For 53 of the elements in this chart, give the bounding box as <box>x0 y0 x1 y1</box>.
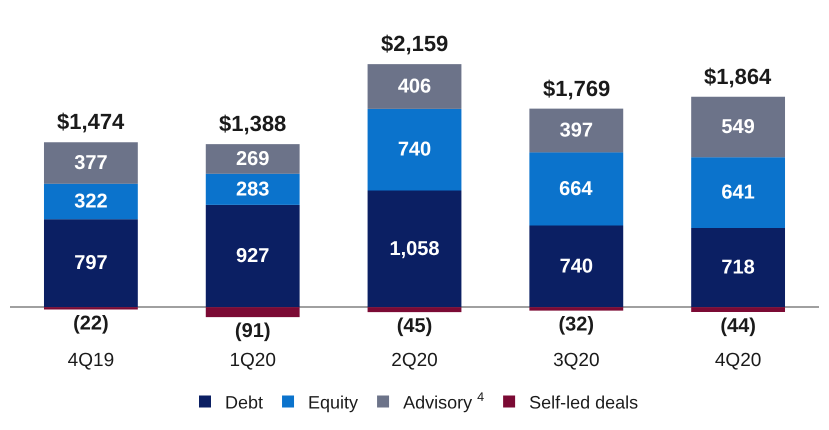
data-label: 927 <box>236 245 270 268</box>
data-label: 269 <box>236 148 270 170</box>
bar <box>529 307 624 311</box>
x-tick-label: 4Q20 <box>714 350 762 371</box>
data-label: 283 <box>236 178 270 200</box>
bar <box>529 226 624 308</box>
legend-label: Self-led deals <box>529 392 638 413</box>
data-label: (22) <box>73 312 109 335</box>
bar <box>691 96 786 158</box>
data-label: 397 <box>560 119 593 142</box>
data-label: 322 <box>74 190 108 213</box>
total-label: $1,864 <box>704 64 772 89</box>
bar <box>691 307 786 312</box>
bar <box>368 108 462 190</box>
bar <box>368 190 462 308</box>
total-label: $2,159 <box>381 31 448 56</box>
data-label: 641 <box>721 182 755 204</box>
x-tick-label: 1Q20 <box>229 350 276 371</box>
bar <box>44 142 138 184</box>
x-tick-label: 4Q19 <box>68 350 114 371</box>
bar <box>44 219 138 308</box>
data-label: 377 <box>74 152 108 174</box>
x-tick-label: 2Q20 <box>391 350 438 371</box>
bar <box>206 307 300 318</box>
data-label: (91) <box>234 320 270 342</box>
legend-label: Equity <box>308 392 358 413</box>
data-label: (32) <box>558 314 594 336</box>
legend-label: Advisory $^{4}$ <box>403 390 484 413</box>
data-label: (44) <box>720 314 756 337</box>
data-label: 549 <box>721 116 755 138</box>
bar <box>368 307 462 312</box>
data-label: 1,058 <box>389 238 440 260</box>
data-label: 740 <box>560 255 593 278</box>
bar <box>529 108 624 152</box>
bar <box>44 184 138 220</box>
bar <box>44 307 138 310</box>
data-label: 740 <box>398 138 432 161</box>
data-label: (45) <box>396 315 432 338</box>
legend-label: Debt <box>225 392 264 413</box>
data-label: 664 <box>559 178 594 200</box>
x-tick-label: 3Q20 <box>553 350 600 371</box>
bar <box>691 228 786 308</box>
total-label: $1,769 <box>543 76 610 101</box>
data-label: 406 <box>398 76 432 98</box>
data-label: 718 <box>721 256 755 279</box>
total-label: $1,388 <box>219 111 286 136</box>
bar <box>206 174 300 205</box>
bar <box>206 204 300 308</box>
data-label: 797 <box>74 252 108 274</box>
bar <box>529 152 624 226</box>
bar <box>368 64 462 109</box>
total-label: $1,474 <box>57 109 126 134</box>
bar <box>691 157 786 228</box>
